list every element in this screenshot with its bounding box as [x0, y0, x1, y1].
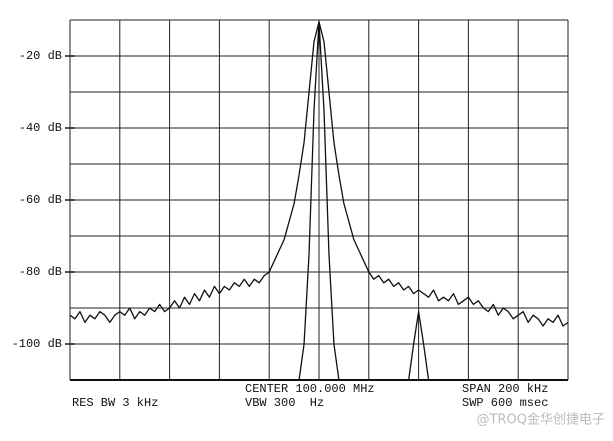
- span: SPAN 200 kHz: [462, 382, 548, 396]
- resolution-bandwidth: RES BW 3 kHz: [72, 396, 158, 410]
- y-tick-label: -100 dB: [12, 337, 62, 351]
- trace: [298, 21, 430, 381]
- sweep-time: SWP 600 msec: [462, 396, 548, 410]
- video-bandwidth: VBW 300 Hz: [245, 396, 324, 410]
- watermark: @TROQ金华创捷电子: [477, 412, 605, 428]
- y-tick-label: -20 dB: [19, 49, 62, 63]
- y-tick-label: -60 dB: [19, 193, 62, 207]
- y-tick-label: -40 dB: [19, 121, 62, 135]
- y-tick-label: -80 dB: [19, 265, 62, 279]
- center-frequency: CENTER 100.000 MHz: [245, 382, 375, 396]
